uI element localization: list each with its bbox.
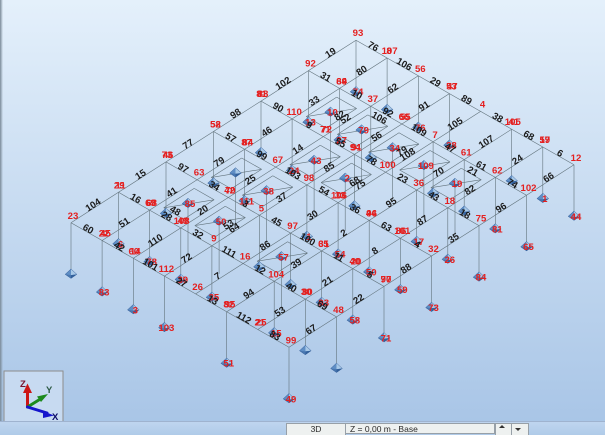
svg-text:9: 9 (211, 234, 216, 245)
svg-text:75: 75 (476, 214, 487, 225)
svg-text:96: 96 (366, 208, 377, 219)
svg-text:51: 51 (223, 359, 234, 370)
svg-text:106: 106 (331, 191, 347, 202)
svg-text:7: 7 (432, 130, 437, 141)
svg-text:98: 98 (304, 173, 315, 184)
svg-text:90: 90 (381, 274, 392, 285)
svg-text:32: 32 (428, 244, 439, 255)
svg-text:81: 81 (256, 89, 267, 100)
svg-text:1: 1 (542, 194, 548, 205)
svg-text:59: 59 (539, 135, 550, 146)
svg-text:63: 63 (194, 168, 205, 179)
svg-text:36: 36 (413, 178, 424, 189)
svg-text:30: 30 (301, 287, 312, 298)
svg-text:105: 105 (505, 117, 522, 128)
svg-text:Y: Y (46, 385, 53, 396)
svg-text:65: 65 (318, 239, 329, 250)
svg-text:85: 85 (185, 199, 196, 210)
svg-text:67: 67 (272, 155, 283, 166)
svg-text:26: 26 (444, 255, 455, 266)
svg-text:81: 81 (492, 224, 503, 235)
svg-text:102: 102 (520, 183, 536, 194)
svg-text:100: 100 (380, 160, 396, 171)
svg-text:49: 49 (286, 394, 297, 405)
svg-text:57: 57 (278, 252, 289, 263)
svg-text:38: 38 (263, 186, 274, 197)
svg-text:110: 110 (286, 107, 301, 118)
svg-text:58: 58 (210, 120, 221, 131)
svg-text:12: 12 (571, 153, 582, 164)
svg-text:71: 71 (381, 333, 392, 344)
svg-text:20: 20 (351, 257, 362, 268)
svg-text:93: 93 (353, 28, 364, 39)
svg-text:43: 43 (311, 156, 322, 167)
svg-text:19: 19 (452, 179, 463, 190)
svg-text:69: 69 (145, 198, 156, 209)
svg-text:83: 83 (99, 288, 110, 299)
svg-text:92: 92 (305, 59, 316, 70)
svg-text:47: 47 (447, 82, 458, 93)
svg-text:16: 16 (240, 252, 251, 263)
svg-text:4: 4 (480, 99, 486, 110)
svg-text:99: 99 (286, 335, 297, 346)
svg-text:97: 97 (287, 221, 298, 232)
svg-text:55: 55 (400, 112, 411, 123)
svg-text:61: 61 (461, 148, 472, 159)
svg-text:103: 103 (158, 323, 174, 334)
svg-text:29: 29 (114, 180, 125, 191)
svg-text:73: 73 (162, 150, 173, 161)
svg-text:95: 95 (225, 300, 236, 311)
svg-text:79: 79 (358, 126, 369, 137)
svg-text:42: 42 (224, 186, 235, 197)
svg-text:23: 23 (68, 211, 79, 222)
svg-text:48: 48 (333, 305, 344, 316)
svg-text:Z: Z (20, 379, 26, 390)
svg-text:89: 89 (336, 76, 347, 87)
svg-text:56: 56 (415, 64, 426, 75)
svg-text:84: 84 (242, 137, 253, 148)
svg-text:94: 94 (350, 142, 361, 153)
svg-text:45: 45 (100, 229, 111, 240)
svg-text:60: 60 (128, 246, 139, 257)
svg-text:62: 62 (492, 165, 503, 176)
svg-text:84: 84 (476, 273, 487, 284)
svg-text:104: 104 (268, 269, 285, 280)
svg-text:72: 72 (321, 125, 332, 136)
svg-text:5: 5 (259, 203, 265, 214)
svg-text:58: 58 (349, 316, 360, 327)
svg-text:25: 25 (256, 318, 267, 329)
svg-text:59: 59 (397, 285, 408, 296)
svg-text:3: 3 (133, 305, 138, 316)
svg-text:37: 37 (367, 94, 378, 105)
svg-text:73: 73 (428, 303, 439, 314)
svg-text:86: 86 (396, 226, 407, 237)
svg-text:107: 107 (382, 46, 398, 57)
svg-text:65: 65 (523, 242, 534, 253)
svg-text:18: 18 (444, 196, 455, 207)
svg-text:112: 112 (159, 264, 174, 275)
svg-text:44: 44 (571, 212, 582, 223)
svg-text:26: 26 (192, 282, 203, 293)
